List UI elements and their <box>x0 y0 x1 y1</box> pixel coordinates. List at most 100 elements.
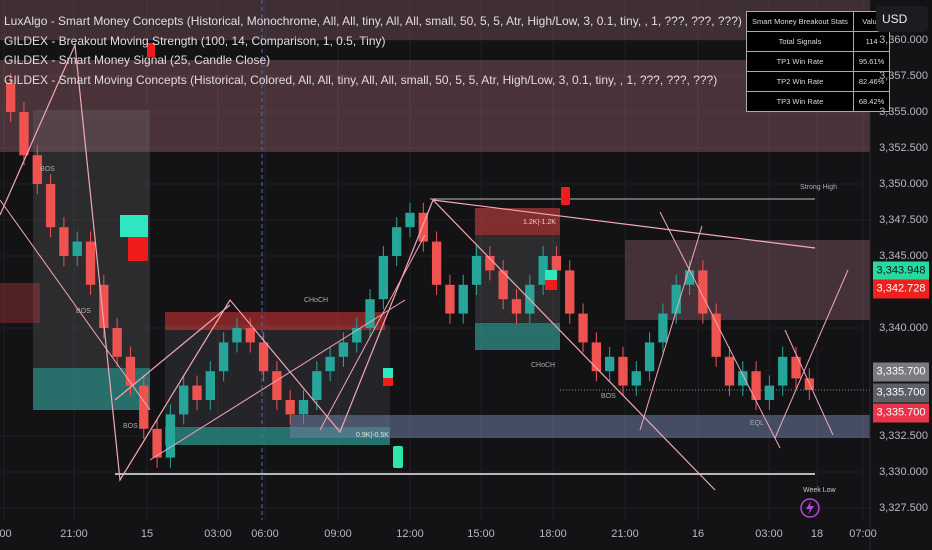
candle-body <box>45 184 56 228</box>
price-tag: 3,335.700 <box>873 362 929 382</box>
x-tick-label: 18 <box>810 528 824 540</box>
price-tag: 3,335.700 <box>873 383 929 403</box>
candle-body <box>671 284 681 314</box>
y-tick-label: 3,345.000 <box>879 250 928 262</box>
candle-body <box>711 313 721 357</box>
candle-body <box>791 356 801 379</box>
x-tick-label: 09:00 <box>324 528 352 540</box>
candle-body <box>378 256 389 300</box>
stat-value: 95.61% <box>852 51 891 72</box>
candle-body <box>99 284 109 328</box>
x-tick-label: 16 <box>691 528 705 540</box>
candle-body <box>59 227 69 256</box>
choch-label: CHoCH <box>531 362 556 369</box>
candle-body <box>298 400 309 415</box>
table-row: Total Signals 114 <box>746 31 891 52</box>
trend-line <box>774 269 849 439</box>
candle-body <box>764 385 775 400</box>
x-tick-label: :00 <box>0 528 12 540</box>
candle-body <box>139 385 149 429</box>
candle-body <box>192 385 202 400</box>
table-header: Smart Money Breakout Stats Value <box>746 11 891 32</box>
candle-body <box>498 270 508 300</box>
candle-body <box>272 371 282 400</box>
candle-body <box>392 227 402 256</box>
x-tick-label: 21:00 <box>60 528 88 540</box>
candle-body <box>778 356 788 386</box>
x-tick-label: 21:00 <box>611 528 639 540</box>
stat-label: TP1 Win Rate <box>746 51 854 72</box>
stat-label: Total Signals <box>746 31 854 52</box>
lightning-icon[interactable] <box>800 498 820 518</box>
sell-signal-marker[interactable] <box>561 187 570 205</box>
breakout-stats-table: Smart Money Breakout Stats Value Total S… <box>746 11 891 112</box>
candle-body <box>232 328 242 343</box>
candle-body <box>218 342 229 372</box>
candle-body <box>365 299 375 328</box>
candles <box>5 73 815 468</box>
candle-body <box>578 313 588 343</box>
trend-line <box>639 225 703 431</box>
candle-body <box>179 385 189 415</box>
stat-value: 68.42% <box>852 91 891 112</box>
bos-label: BOS <box>40 166 55 173</box>
currency-button[interactable]: USD <box>876 6 928 32</box>
y-tick-label: 3,352.500 <box>879 142 928 154</box>
indicator-title[interactable]: GILDEX - Smart Moving Concepts (Historic… <box>4 72 718 87</box>
candle-body <box>338 342 349 357</box>
candle-body <box>738 371 748 386</box>
y-tick-label: 3,360.000 <box>879 34 928 46</box>
candle-body <box>125 356 136 386</box>
stat-label: TP3 Win Rate <box>746 91 854 112</box>
candle-body <box>325 356 335 372</box>
channel-line <box>114 304 231 401</box>
indicator-title[interactable]: LuxAlgo - Smart Money Concepts (Historic… <box>4 14 742 28</box>
candle-body <box>485 256 495 271</box>
header-cell: Smart Money Breakout Stats <box>746 11 854 32</box>
price-tag: 3,343.948 <box>873 261 929 281</box>
right-supply-zone <box>625 240 870 320</box>
strength-bars <box>545 270 557 280</box>
choch-label: CHoCH <box>304 297 329 304</box>
indicator-title[interactable]: GILDEX - Breakout Moving Strength (100, … <box>4 33 386 48</box>
candle-body <box>258 342 269 372</box>
bos-label: BOS <box>76 308 91 315</box>
x-tick-label: 07:00 <box>849 528 877 540</box>
candle-body <box>312 371 322 400</box>
candle-body <box>591 342 602 372</box>
candle-body <box>538 256 548 285</box>
mid-supply-zone <box>475 208 560 235</box>
candle-body <box>352 328 362 343</box>
y-tick-label: 3,357.500 <box>879 70 928 82</box>
strength-bars <box>545 280 557 290</box>
candle-body <box>85 241 96 285</box>
volume-label: 1.2K|-1.2K <box>523 219 556 226</box>
price-tag: 3,335.700 <box>873 403 929 423</box>
candle-body <box>5 83 16 112</box>
table-row: TP2 Win Rate 82.46% <box>746 71 891 92</box>
y-tick-label: 3,347.500 <box>879 214 928 226</box>
x-tick-label: 15 <box>140 528 154 540</box>
x-tick-label: 12:00 <box>396 528 424 540</box>
candle-body <box>445 284 455 314</box>
channel-line <box>432 199 816 249</box>
y-tick-label: 3,355.000 <box>879 106 928 118</box>
candle-body <box>165 414 176 458</box>
indicator-legend: LuxAlgo - Smart Money Concepts (Historic… <box>4 12 742 90</box>
buy-signal-marker[interactable] <box>393 446 403 468</box>
candle-body <box>418 212 428 242</box>
left-supply-zone <box>0 283 40 323</box>
candle-body <box>471 256 482 285</box>
indicator-title[interactable]: GILDEX - Smart Money Signal (25, Candle … <box>4 53 271 67</box>
candle-body <box>698 270 708 314</box>
supply-zone-top-dark <box>0 0 870 40</box>
candle-body <box>431 241 442 285</box>
candle-body <box>458 284 468 314</box>
sell-signal-marker[interactable] <box>147 43 155 57</box>
lightning-bolt-icon <box>806 501 814 515</box>
y-tick-label: 3,332.500 <box>879 430 928 442</box>
trend-line <box>319 234 426 431</box>
candle-body <box>618 356 628 386</box>
candle-body <box>405 212 415 228</box>
